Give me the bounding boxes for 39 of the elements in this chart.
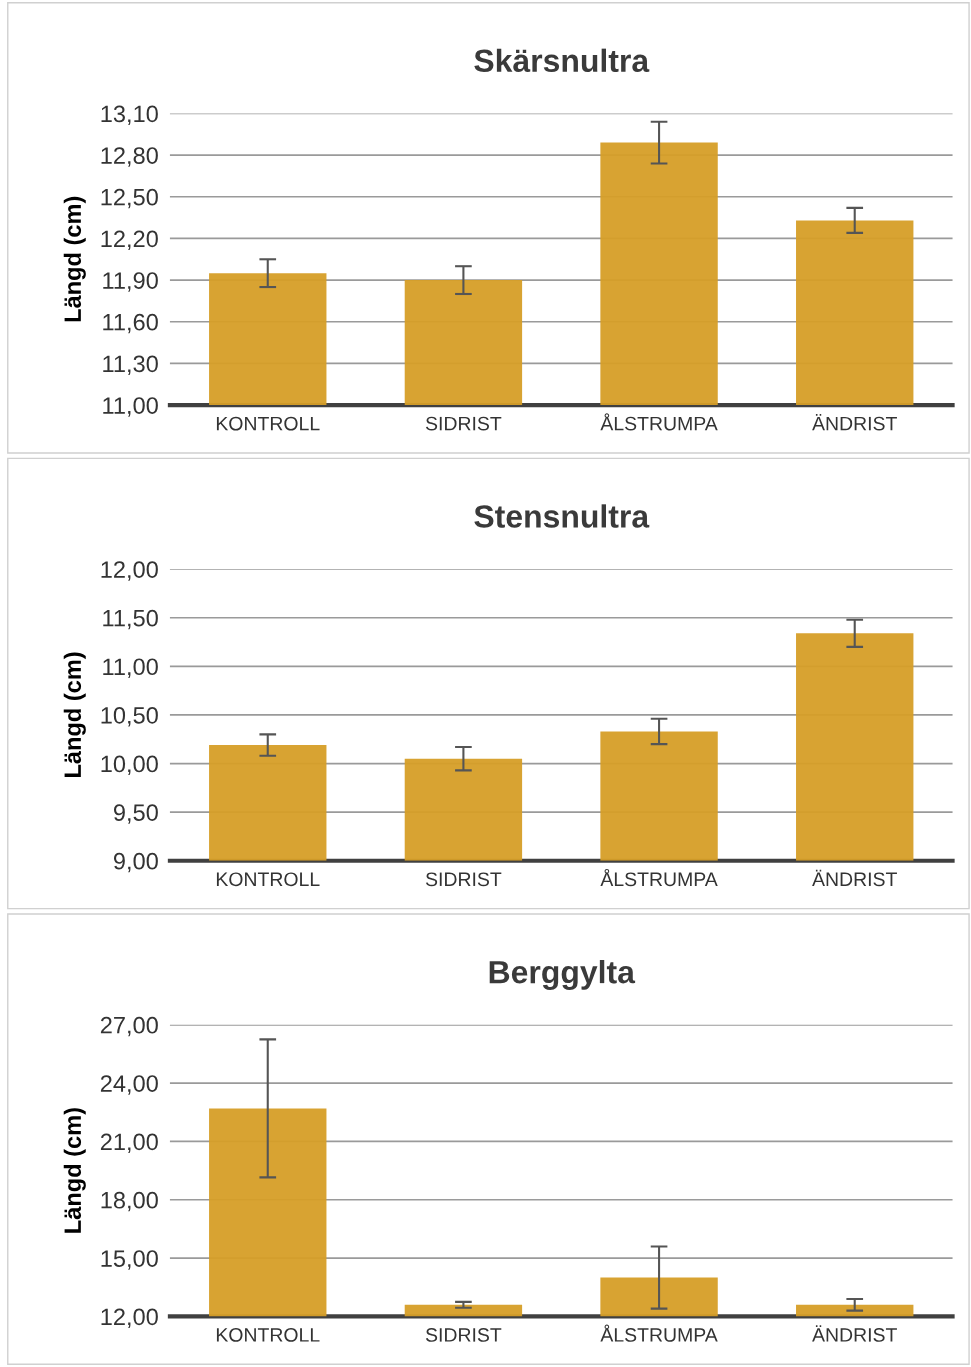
y-tick-label: 9,50 [113,804,158,824]
chart-title: Stensnultra [474,504,650,528]
y-tick-label: 11,00 [103,397,158,417]
y-tick-label: 12,00 [101,561,158,581]
y-tick-label: 12,00 [101,1308,158,1328]
y-tick-label: 18,00 [101,1191,158,1212]
x-tick-label: SIDRIST [425,416,502,431]
y-axis-title: Längd (cm) [63,652,86,777]
x-tick-label: KONTROLL [216,416,320,431]
y-tick-label: 11,50 [103,609,158,630]
y-tick-label: 21,00 [100,1133,158,1154]
y-tick-label: 12,50 [101,188,158,209]
y-tick-label: 11,60 [103,313,158,334]
x-tick-label: ÄNDRIST [812,1325,897,1342]
x-tick-label: SIDRIST [425,1328,502,1342]
chart-title: Skärsnultra [474,48,650,73]
x-tick-label: KONTROLL [216,872,320,887]
y-tick-label: 24,00 [100,1075,158,1095]
x-tick-label: ÅLSTRUMPA [600,868,718,887]
x-tick-label: ÅLSTRUMPA [600,1324,718,1342]
y-tick-label: 13,10 [101,105,158,126]
y-tick-label: 12,20 [101,230,158,251]
x-tick-label: ÄNDRIST [812,869,897,887]
y-tick-label: 9,00 [113,852,158,873]
y-tick-label: 27,00 [100,1016,158,1037]
y-tick-label: 12,80 [101,147,158,167]
y-tick-label: 15,00 [101,1250,158,1270]
y-tick-label: 11,90 [103,272,158,292]
y-axis-title: Längd (cm) [63,196,86,322]
y-tick-label: 10,00 [101,755,158,776]
y-tick-label: 11,30 [103,355,158,375]
x-tick-label: SIDRIST [425,872,502,887]
x-tick-label: KONTROLL [216,1328,320,1342]
x-tick-label: ÅLSTRUMPA [600,413,718,431]
y-tick-label: 10,50 [101,707,158,727]
x-tick-label: ÄNDRIST [812,414,897,431]
y-axis-title: Längd (cm) [63,1108,86,1233]
y-tick-label: 11,00 [103,658,158,678]
chart-title: Berggylta [489,959,636,990]
